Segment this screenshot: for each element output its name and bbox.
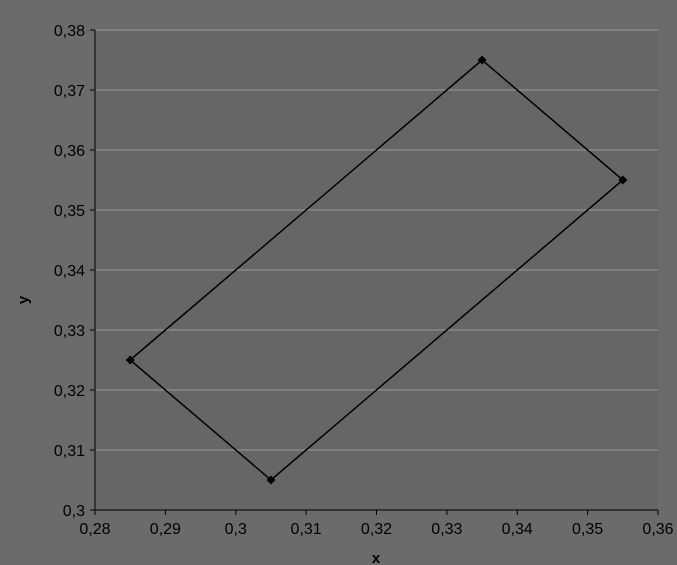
y-tick-label: 0,3 (63, 503, 85, 520)
x-tick-label: 0,33 (431, 521, 462, 538)
y-tick-label: 0,33 (54, 323, 85, 340)
y-tick-label: 0,34 (54, 263, 85, 280)
x-axis-title: x (372, 550, 381, 565)
x-tick-label: 0,36 (642, 521, 673, 538)
x-tick-label: 0,32 (361, 521, 392, 538)
y-tick-label: 0,31 (54, 443, 85, 460)
x-tick-label: 0,31 (291, 521, 322, 538)
data-point (618, 175, 628, 185)
data-point (125, 355, 135, 365)
x-tick-label: 0,29 (150, 521, 181, 538)
x-tick-label: 0,3 (225, 521, 247, 538)
x-tick-label: 0,35 (572, 521, 603, 538)
y-axis-title: y (15, 295, 32, 304)
y-tick-label: 0,36 (54, 143, 85, 160)
y-tick-label: 0,37 (54, 83, 85, 100)
y-tick-label: 0,32 (54, 383, 85, 400)
data-point (477, 55, 487, 65)
x-tick-label: 0,28 (79, 521, 110, 538)
y-axis-ticks: 0,3 0,31 0,32 0,33 0,34 0,35 0,36 0,37 0,38 (54, 23, 95, 520)
data-point (266, 475, 276, 485)
series-group (125, 55, 628, 485)
x-tick-label: 0,34 (502, 521, 533, 538)
y-tick-label: 0,38 (54, 23, 85, 40)
y-tick-label: 0,35 (54, 203, 85, 220)
x-axis-ticks: 0,28 0,29 0,3 0,31 0,32 0,33 0,34 0,35 0,36 (79, 510, 674, 538)
